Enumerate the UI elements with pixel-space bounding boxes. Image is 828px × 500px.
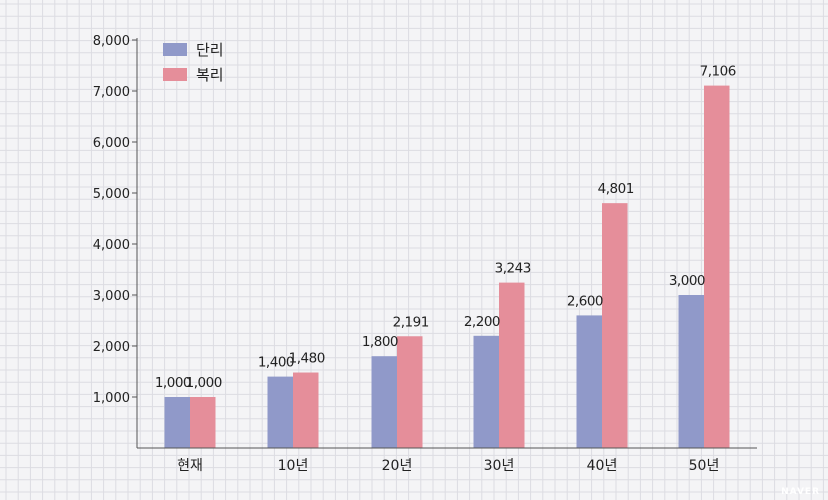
x-tick-label: 10년 (278, 458, 309, 474)
bar-compound-1 (293, 372, 319, 448)
x-tick-label: 현재 (177, 458, 203, 474)
y-tick-label: 7,000 (93, 85, 130, 100)
bar-compound-3 (499, 282, 525, 448)
data-label: 4,801 (598, 181, 634, 197)
bar-simple-5 (678, 295, 704, 448)
x-axis: 현재 10년 20년 30년 40년 50년 (137, 447, 757, 474)
bar-compound-4 (602, 203, 628, 448)
data-label: 1,000 (155, 375, 191, 391)
legend-label: 복리 (196, 66, 224, 84)
bar-compound-5 (704, 85, 730, 449)
data-label: 2,600 (567, 293, 603, 309)
data-label: 7,106 (700, 64, 736, 80)
bar-simple-1 (267, 376, 293, 448)
bars (164, 85, 730, 449)
x-tick-label: 40년 (587, 458, 618, 474)
bar-simple-3 (473, 335, 499, 448)
watermark: NAVER (781, 487, 820, 497)
bar-simple-2 (371, 356, 397, 448)
legend-label: 단리 (196, 41, 224, 59)
bar-compound-0 (190, 397, 216, 448)
data-label: 3,243 (495, 261, 531, 277)
y-tick-label: 3,000 (93, 289, 130, 304)
data-label: 1,400 (258, 355, 294, 371)
bar-simple-0 (164, 397, 190, 448)
legend-swatch (163, 43, 187, 56)
data-label: 2,200 (464, 314, 500, 330)
data-label: 1,480 (289, 351, 325, 367)
y-tick-label: 1,000 (93, 391, 130, 406)
data-label: 2,191 (393, 314, 429, 330)
x-tick-label: 30년 (484, 458, 515, 474)
data-label: 3,000 (669, 273, 705, 289)
x-tick-label: 20년 (382, 458, 413, 474)
data-label: 1,000 (186, 375, 222, 391)
bar-compound-2 (397, 336, 423, 448)
y-tick-label: 2,000 (93, 340, 130, 355)
y-tick-label: 6,000 (93, 136, 130, 151)
bar-simple-4 (576, 315, 602, 448)
y-tick-label: 8,000 (93, 34, 130, 49)
x-tick-label: 50년 (689, 458, 720, 474)
data-label: 1,800 (362, 334, 398, 350)
y-tick-label: 4,000 (93, 238, 130, 253)
y-tick-label: 5,000 (93, 187, 130, 202)
legend-swatch (163, 68, 187, 81)
y-axis: 1,000 2,000 3,000 4,000 5,000 6,000 7,000 8,000 (93, 34, 138, 448)
